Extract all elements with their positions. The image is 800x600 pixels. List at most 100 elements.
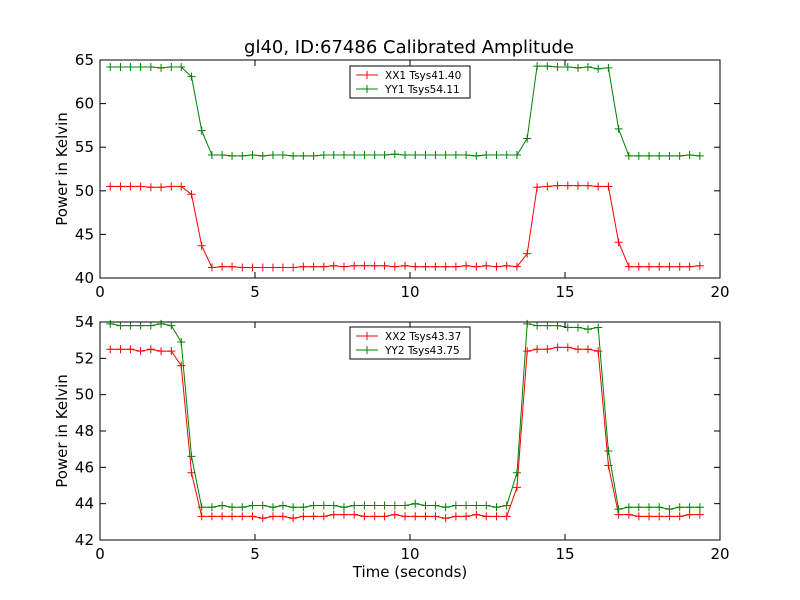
data-point [533,183,542,192]
data-point [187,452,196,461]
data-point [329,501,338,510]
data-point [278,263,287,272]
series-xx1 [106,181,704,272]
series-line [110,185,700,269]
data-point [695,261,704,270]
y-tick-label: 52 [75,349,94,367]
data-point [533,321,542,330]
x-axis-label: Time (seconds) [352,563,468,581]
data-point [512,483,521,492]
data-point [604,182,613,191]
data-point [512,262,521,271]
data-point [583,345,592,354]
data-point [136,62,145,71]
data-point [583,62,592,71]
data-point [177,361,186,370]
data-point [411,151,420,160]
data-point [319,501,328,510]
data-point [167,62,176,71]
data-point [197,241,206,250]
data-point [360,261,369,270]
x-tick-label: 5 [250,283,260,301]
data-point [645,262,654,271]
data-point [350,510,359,519]
legend-label: XX2 Tsys43.37 [385,331,461,343]
y-tick-label: 45 [75,225,94,243]
data-point [146,62,155,71]
data-point [258,514,267,523]
data-point [523,347,532,356]
data-point [665,151,674,160]
data-point [136,321,145,330]
data-point [106,182,115,191]
data-point [289,514,298,523]
legend-marker [363,332,371,340]
data-point [319,262,328,271]
data-point [462,151,471,160]
data-point [238,503,247,512]
data-point [207,151,216,160]
data-point [218,512,227,521]
data-point [360,501,369,510]
data-point [563,343,572,352]
data-point [309,512,318,521]
data-point [472,151,481,160]
data-point [472,262,481,271]
data-point [441,262,450,271]
data-point [451,151,460,160]
data-point [675,503,684,512]
y-axis-label: Power in Kelvin [53,374,71,488]
data-point [421,262,430,271]
data-point [228,512,237,521]
data-point [512,151,521,160]
data-point [401,501,410,510]
data-point [685,262,694,271]
data-point [339,503,348,512]
data-point [543,62,552,71]
data-point [523,319,532,328]
data-point [157,319,166,328]
data-point [492,151,501,160]
data-point [553,343,562,352]
data-point [350,261,359,270]
data-point [360,512,369,521]
data-point [655,503,664,512]
data-point [157,63,166,72]
data-point [401,151,410,160]
data-point [228,151,237,160]
data-point [645,512,654,521]
data-point [248,151,257,160]
data-point [543,345,552,354]
data-point [451,262,460,271]
legend-label: XX1 Tsys41.40 [385,70,461,82]
legend-marker [363,71,371,79]
data-point [543,321,552,330]
data-point [492,262,501,271]
data-point [167,321,176,330]
legend-label: YY2 Tsys43.75 [384,345,460,357]
legend: XX2 Tsys43.37 YY2 Tsys43.75 [349,326,471,360]
data-point [553,62,562,71]
data-point [675,151,684,160]
data-point [319,512,328,521]
data-point [218,501,227,510]
data-point [268,263,277,272]
data-point [339,151,348,160]
data-point [451,501,460,510]
data-point [685,510,694,519]
data-point [411,499,420,508]
data-point [167,347,176,356]
data-point [339,510,348,519]
data-point [289,263,298,272]
data-point [655,262,664,271]
data-point [187,72,196,81]
data-point [106,319,115,328]
data-point [309,151,318,160]
data-point [574,323,583,332]
data-point [574,345,583,354]
data-point [604,446,613,455]
data-point [634,262,643,271]
data-point [268,151,277,160]
x-tick-label: 0 [95,545,105,563]
